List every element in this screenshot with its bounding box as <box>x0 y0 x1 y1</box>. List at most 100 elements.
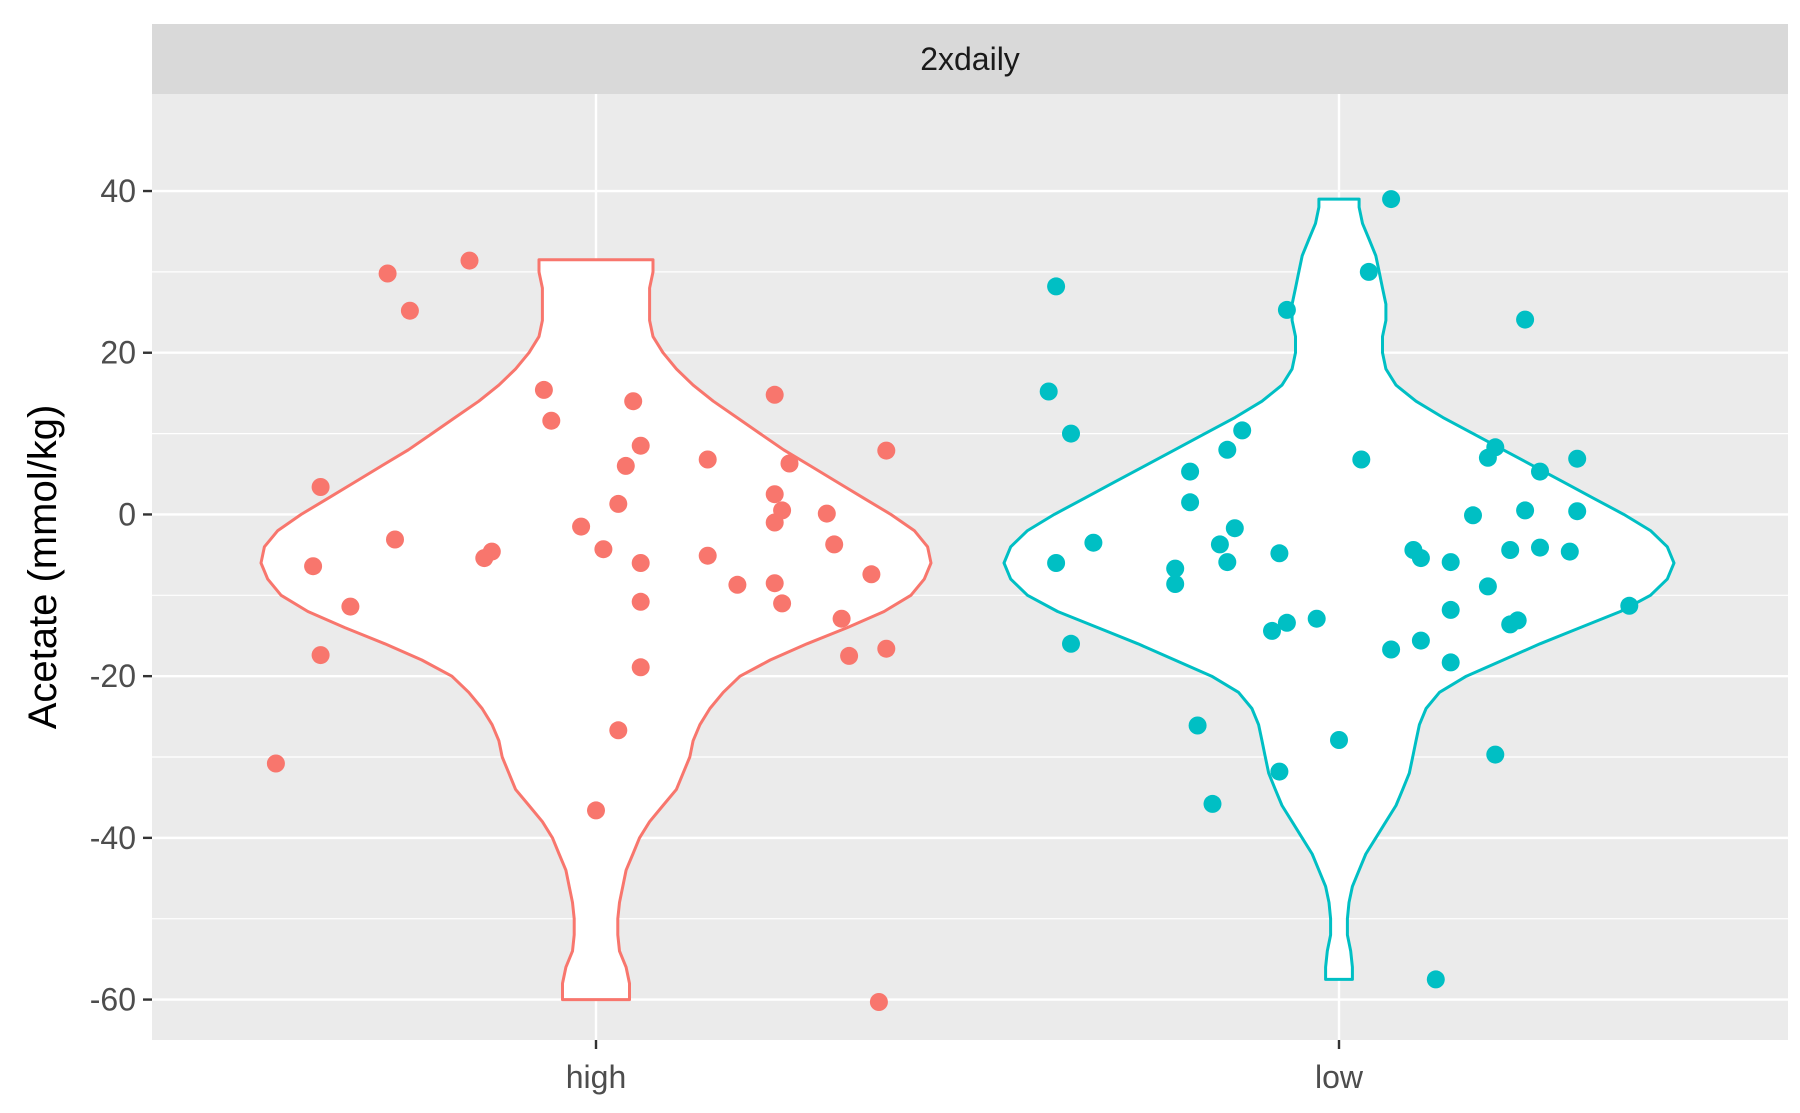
data-point-high <box>594 540 613 559</box>
y-tick-label: 20 <box>100 335 136 371</box>
data-point-low <box>1181 493 1200 512</box>
data-point-high <box>698 450 717 469</box>
data-point-low <box>1210 535 1229 554</box>
jitter-points-layer <box>266 190 1639 1011</box>
y-tick-label: -20 <box>90 658 136 694</box>
data-point-high <box>482 542 501 561</box>
data-point-low <box>1531 538 1549 557</box>
x-tick-label: high <box>566 1059 627 1095</box>
data-point-high <box>765 385 784 404</box>
data-point-high <box>773 594 792 613</box>
data-point-high <box>609 721 628 740</box>
x-axis: high low <box>566 1040 1364 1095</box>
data-point-high <box>869 993 888 1011</box>
data-point-high <box>631 554 650 572</box>
data-point-low <box>1508 611 1527 630</box>
data-point-low <box>1263 621 1281 640</box>
data-point-low <box>1047 277 1066 296</box>
data-point-low <box>1270 762 1289 781</box>
data-point-high <box>542 411 561 430</box>
data-point-low <box>1478 577 1497 596</box>
data-point-low <box>1181 462 1200 481</box>
data-point-high <box>400 301 419 320</box>
data-point-high <box>386 530 404 549</box>
data-point-high <box>311 478 330 496</box>
data-point-high <box>825 535 844 554</box>
data-point-high <box>311 646 330 665</box>
data-point-high <box>631 658 650 677</box>
data-point-high <box>765 574 784 593</box>
data-point-low <box>1441 653 1460 672</box>
data-point-high <box>631 436 650 455</box>
data-point-low <box>1411 631 1430 650</box>
data-point-low <box>1062 424 1080 443</box>
data-point-low <box>1277 300 1296 319</box>
data-point-low <box>1568 449 1587 468</box>
data-point-high <box>624 392 643 411</box>
data-point-high <box>609 494 628 513</box>
data-point-high <box>266 754 285 773</box>
data-point-low <box>1359 262 1378 281</box>
data-point-low <box>1188 716 1207 735</box>
y-axis-title: Acetate (mmol/kg) <box>21 405 65 730</box>
data-point-high <box>832 609 851 628</box>
violin-layer <box>259 197 1676 1002</box>
data-point-low <box>1486 745 1505 764</box>
data-point-high <box>765 485 784 504</box>
data-point-low <box>1426 970 1445 989</box>
data-point-low <box>1486 438 1505 457</box>
data-point-low <box>1166 575 1185 593</box>
data-point-high <box>877 441 896 460</box>
data-point-low <box>1039 382 1058 401</box>
data-point-low <box>1233 421 1252 440</box>
data-point-low <box>1352 450 1371 469</box>
y-axis: -60 -40 -20 0 20 40 <box>90 173 152 1018</box>
data-point-low <box>1516 310 1535 329</box>
data-point-low <box>1062 634 1080 653</box>
data-point-low <box>1382 190 1401 209</box>
data-point-low <box>1225 519 1244 538</box>
data-point-high <box>341 597 360 616</box>
data-point-high <box>616 456 635 475</box>
data-point-low <box>1330 731 1348 749</box>
data-point-high <box>534 380 553 399</box>
data-point-high <box>460 251 479 270</box>
data-point-low <box>1560 542 1579 561</box>
data-point-high <box>587 801 605 820</box>
data-point-low <box>1531 462 1549 481</box>
data-point-low <box>1277 613 1296 632</box>
data-point-low <box>1218 553 1237 572</box>
data-point-low <box>1218 440 1237 459</box>
data-point-high <box>840 646 859 665</box>
data-point-high <box>572 517 591 536</box>
y-tick-label: 0 <box>118 496 136 532</box>
data-point-low <box>1084 533 1103 552</box>
y-tick-label: -40 <box>90 820 136 856</box>
data-point-high <box>631 592 650 611</box>
data-point-high <box>728 575 747 594</box>
data-point-low <box>1516 501 1535 520</box>
data-point-high <box>862 565 881 584</box>
data-point-low <box>1568 502 1587 521</box>
data-point-high <box>773 501 792 520</box>
data-point-low <box>1203 794 1222 813</box>
x-tick-label: low <box>1315 1059 1364 1095</box>
data-point-high <box>877 639 896 658</box>
data-point-low <box>1501 541 1520 559</box>
facet-strip <box>152 24 1788 94</box>
data-point-low <box>1464 506 1482 525</box>
violin-low <box>1002 197 1676 981</box>
data-point-low <box>1047 554 1066 572</box>
data-point-low <box>1620 596 1639 615</box>
data-point-low <box>1411 549 1430 568</box>
data-point-low <box>1166 559 1185 578</box>
data-point-high <box>817 504 836 523</box>
violin-high <box>259 258 933 1002</box>
data-point-high <box>780 454 799 473</box>
data-point-high <box>378 264 397 283</box>
y-tick-label: 40 <box>100 173 136 209</box>
data-point-low <box>1307 609 1326 628</box>
data-point-low <box>1441 553 1460 572</box>
data-point-high <box>304 557 323 576</box>
